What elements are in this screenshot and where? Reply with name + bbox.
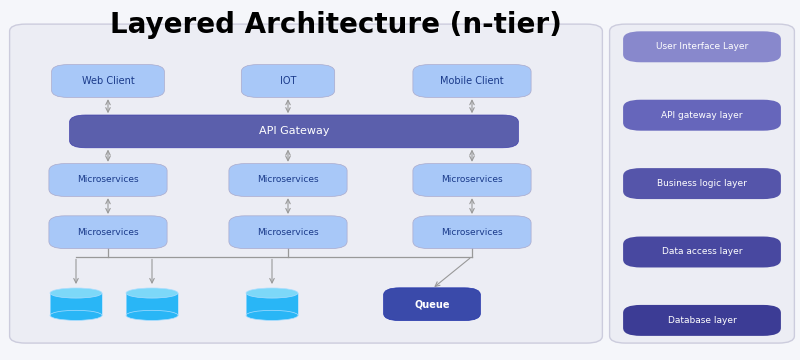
Text: Business logic layer: Business logic layer (657, 179, 747, 188)
FancyBboxPatch shape (623, 168, 781, 199)
Text: Microservices: Microservices (441, 175, 503, 184)
Text: API gateway layer: API gateway layer (662, 111, 742, 120)
FancyBboxPatch shape (246, 293, 298, 315)
FancyBboxPatch shape (229, 216, 347, 248)
Text: Microservices: Microservices (77, 175, 139, 184)
Text: Data access layer: Data access layer (662, 248, 742, 256)
Text: API Gateway: API Gateway (258, 126, 330, 136)
FancyBboxPatch shape (413, 163, 531, 197)
Ellipse shape (50, 310, 102, 320)
FancyBboxPatch shape (623, 31, 781, 62)
Text: Microservices: Microservices (77, 228, 139, 237)
Text: User Interface Layer: User Interface Layer (656, 42, 748, 51)
Ellipse shape (246, 288, 298, 298)
Text: Database layer: Database layer (668, 316, 736, 325)
FancyBboxPatch shape (50, 293, 102, 315)
Ellipse shape (126, 288, 178, 298)
FancyBboxPatch shape (49, 216, 167, 248)
FancyBboxPatch shape (413, 216, 531, 248)
Text: Microservices: Microservices (441, 228, 503, 237)
Text: Microservices: Microservices (257, 175, 319, 184)
Text: Mobile Client: Mobile Client (440, 76, 504, 86)
FancyBboxPatch shape (229, 163, 347, 197)
FancyBboxPatch shape (49, 163, 167, 197)
FancyBboxPatch shape (623, 237, 781, 267)
FancyBboxPatch shape (610, 24, 794, 343)
Text: Web Client: Web Client (82, 76, 134, 86)
Text: Microservices: Microservices (257, 228, 319, 237)
FancyBboxPatch shape (70, 115, 518, 148)
FancyBboxPatch shape (51, 65, 165, 97)
FancyBboxPatch shape (623, 100, 781, 131)
FancyBboxPatch shape (384, 288, 480, 321)
Text: Queue: Queue (414, 299, 450, 309)
Text: IOT: IOT (280, 76, 296, 86)
FancyBboxPatch shape (10, 24, 602, 343)
Text: Layered Architecture (n-tier): Layered Architecture (n-tier) (110, 11, 562, 39)
Ellipse shape (50, 288, 102, 298)
FancyBboxPatch shape (413, 65, 531, 97)
FancyBboxPatch shape (242, 65, 334, 97)
FancyBboxPatch shape (623, 305, 781, 336)
FancyBboxPatch shape (126, 293, 178, 315)
Ellipse shape (126, 310, 178, 320)
Ellipse shape (246, 310, 298, 320)
